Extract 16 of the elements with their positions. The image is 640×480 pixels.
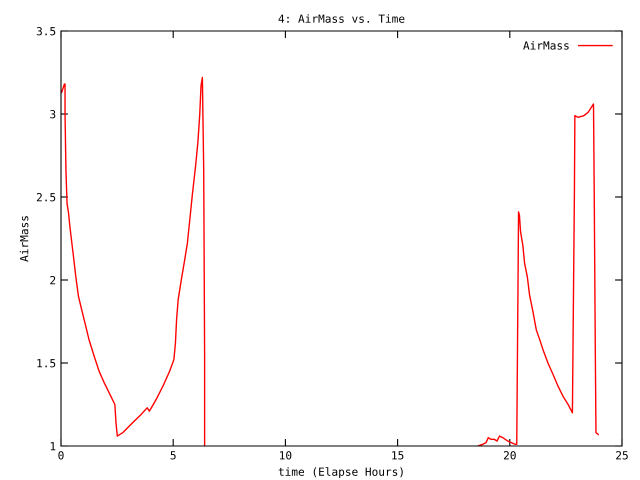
y-axis-title: AirMass — [20, 216, 28, 262]
y-tick-label: 2 — [50, 276, 56, 284]
x-tick-label: 25 — [616, 451, 628, 460]
x-tick-label: 5 — [170, 451, 176, 460]
y-tick-label: 1.5 — [37, 359, 56, 368]
x-axis-title: time (Elapse Hours) — [278, 467, 403, 478]
legend-label: AirMass — [523, 41, 569, 50]
y-tick-label: 1 — [50, 442, 56, 450]
y-tick-label: 3 — [50, 110, 56, 118]
y-tick-label: 3.5 — [36, 27, 56, 36]
x-tick-label: 10 — [280, 451, 292, 460]
x-tick-label: 15 — [392, 451, 404, 460]
y-tick-label: 2.5 — [36, 193, 56, 202]
chart-title: 4: AirMass vs. Time — [278, 14, 404, 23]
x-tick-label: 20 — [504, 451, 516, 460]
x-tick-label: 0 — [58, 451, 64, 460]
